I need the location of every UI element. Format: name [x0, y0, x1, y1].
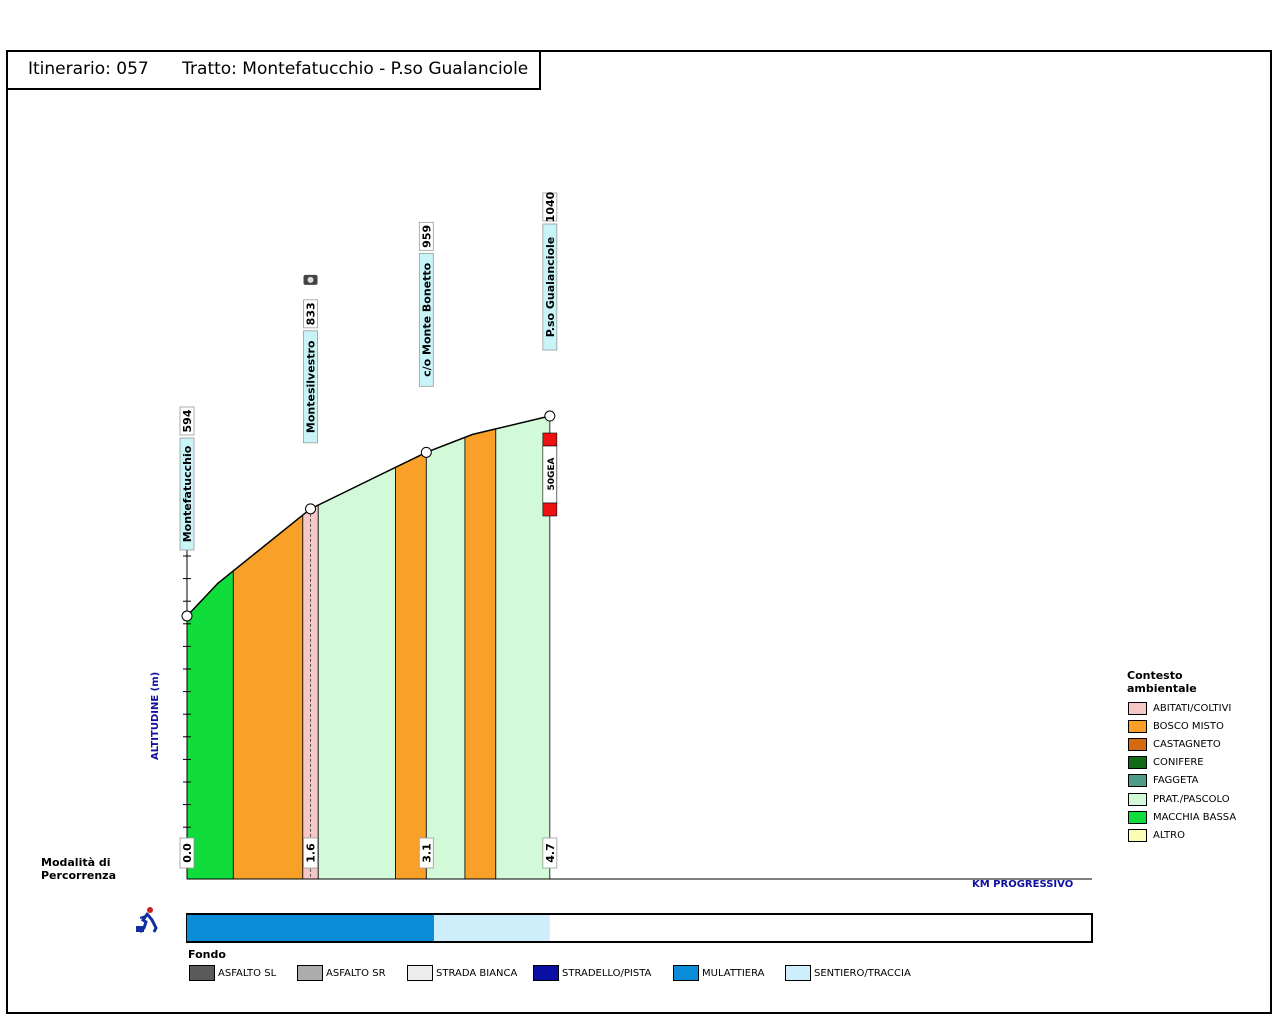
km-label-box: [303, 837, 318, 869]
waypoint-name-label: P.so Gualanciole: [542, 223, 558, 351]
legend-label: PRAT./PASCOLO: [1153, 793, 1230, 805]
environment-band: [464, 428, 497, 880]
altitude-label: 1040: [542, 191, 558, 222]
legend-swatch: [1128, 774, 1147, 788]
waypoint-name-label-box: [179, 437, 195, 551]
surface-legend-label: ASFALTO SR: [326, 968, 386, 979]
waypoint-name-label: c/o Monte Bonetto: [418, 252, 434, 387]
legend-swatch: [1128, 792, 1147, 806]
itinerary-number: Itinerario: 057: [28, 59, 149, 79]
waypoint-marker: [420, 446, 432, 458]
camera-lens: [307, 276, 314, 283]
waypoint-name-label: Montefatucchio: [179, 437, 195, 551]
hiker-icon: [136, 907, 158, 934]
km-label-text: 1.6: [305, 843, 318, 863]
waypoint-marker: [181, 610, 193, 622]
surface-legend-swatch: [785, 965, 811, 981]
altitude-label: 594: [179, 406, 195, 436]
surface-legend-title: Fondo: [188, 948, 226, 961]
altitude-label-text: 959: [420, 225, 433, 248]
legend-label: ABITATI/COLTIVI: [1153, 703, 1232, 714]
legend-label: CASTAGNETO: [1153, 739, 1221, 751]
surface-legend-swatch: [673, 965, 699, 981]
altitude-label-text: 1040: [544, 191, 557, 222]
waypoint-marker: [305, 503, 317, 515]
legend-label: BOSCO MISTO: [1153, 721, 1224, 733]
altitude-label-text: 594: [181, 409, 194, 432]
surface-legend-label: STRADA BIANCA: [436, 968, 518, 979]
travel-mode-label: Modalità di Percorrenza: [41, 856, 116, 882]
trail-marker-sign: 50GEA: [542, 432, 558, 517]
surface-legend-label: MULATTIERA: [702, 968, 765, 979]
surface-legend-swatch: [189, 965, 215, 981]
legend-label: CONIFERE: [1153, 757, 1204, 769]
km-label-box: [418, 837, 434, 869]
surface-legend-label: ASFALTO SL: [218, 968, 277, 979]
legend-swatch: [1128, 720, 1147, 734]
km-label-box: [179, 837, 195, 869]
route-title: Tratto: Montefatucchio - P.so Gualanciol…: [182, 59, 529, 79]
trail-marker-red-bottom: [542, 502, 558, 517]
km-label-text: 0.0: [181, 843, 194, 863]
surface-legend-label: STRADELLO/PISTA: [562, 968, 652, 979]
waypoint-name-label-text: P.so Gualanciole: [544, 237, 557, 338]
km-label-box: [542, 837, 558, 869]
altitude-label-box: [418, 221, 434, 251]
trail-marker-text: 50GEA: [547, 457, 557, 490]
legend-label: MACCHIA BASSA: [1153, 811, 1237, 823]
trail-marker-red-top: [542, 432, 558, 447]
km-label: 3.1: [418, 837, 434, 869]
waypoint-name-label-text: Montesilvestro: [305, 340, 318, 433]
environment-legend-title: Contesto ambientale: [1127, 669, 1197, 695]
chart-frame: [6, 50, 1272, 1014]
camera-icon: [303, 274, 318, 285]
waypoint-name-label-text: Montefatucchio: [181, 445, 194, 542]
waypoint-name-label-box: [542, 223, 558, 351]
environment-band: [395, 451, 427, 880]
altitude-label: 959: [418, 221, 434, 251]
waypoint-name-label-box: [418, 252, 434, 387]
legend-label: FAGGETA: [1153, 775, 1199, 787]
environment-band: [495, 415, 551, 880]
altitude-label: 833: [303, 299, 318, 329]
surface-legend-swatch: [533, 965, 559, 981]
surface-legend-swatch: [407, 965, 433, 981]
km-label: 1.6: [303, 837, 318, 869]
environment-band: [425, 436, 466, 880]
legend-swatch: [1128, 810, 1147, 824]
km-label: 0.0: [179, 837, 195, 869]
km-label-text: 3.1: [420, 843, 433, 863]
environment-band: [317, 466, 396, 880]
legend-label: ALTRO: [1153, 829, 1185, 841]
surface-legend-swatch: [297, 965, 323, 981]
waypoint-name-label-text: c/o Monte Bonetto: [420, 262, 433, 377]
y-axis-label: ALTITUDINE (m): [150, 671, 161, 760]
surface-legend-label: SENTIERO/TRACCIA: [814, 968, 911, 979]
altitude-label-box: [542, 192, 558, 222]
itinerary-header: Itinerario: 057 Tratto: Montefatucchio -…: [6, 50, 541, 90]
environment-band: [186, 570, 234, 880]
legend-swatch: [1128, 756, 1147, 770]
surface-segment: [434, 915, 550, 941]
km-label-text: 4.7: [544, 843, 557, 863]
profile-line: [186, 415, 551, 617]
waypoint-name-label-box: [303, 330, 318, 444]
x-axis-label: KM PROGRESSIVO: [972, 879, 1074, 890]
altitude-label-box: [303, 299, 318, 329]
altitude-label-text: 833: [305, 302, 318, 325]
altitude-label-box: [179, 406, 195, 436]
legend-swatch: [1128, 828, 1147, 842]
legend-swatch: [1128, 738, 1147, 752]
environment-band: [232, 514, 304, 880]
km-label: 4.7: [542, 837, 558, 869]
legend-swatch: [1128, 702, 1147, 715]
surface-segment: [187, 915, 435, 941]
waypoint-marker: [544, 410, 556, 422]
waypoint-name-label: Montesilvestro: [303, 330, 318, 444]
